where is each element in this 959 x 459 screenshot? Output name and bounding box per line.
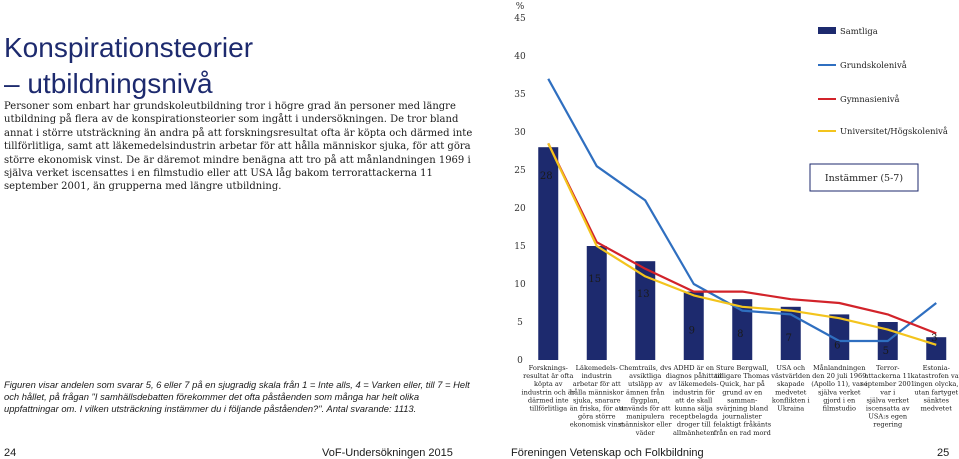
category-label: Chemtrails, dvs avsiktliga utsläpp av ämnen… bbox=[619, 364, 672, 437]
legend-label: Grundskolenivå bbox=[840, 59, 907, 70]
category-label: Estonia-katastrofen var ingen olycka, utan… bbox=[911, 364, 959, 413]
bar-value-label: 5 bbox=[883, 346, 889, 357]
bar-samtliga bbox=[780, 306, 801, 360]
page-title-line-2: – utbildningsnivå bbox=[4, 68, 213, 99]
bar-value-label: 15 bbox=[588, 274, 601, 285]
bar-samtliga bbox=[829, 314, 850, 360]
series-line-grundskoleniv- bbox=[547, 78, 937, 343]
legend-label: Universitet/Högskolenivå bbox=[840, 125, 948, 136]
page-title: Konspirationsteorier – utbildningsnivå bbox=[4, 30, 253, 102]
bar-value-label: 9 bbox=[689, 326, 695, 337]
y-tick-label: 35 bbox=[514, 90, 526, 100]
y-tick-label: 45 bbox=[514, 14, 526, 24]
series-line-gymnasieniv- bbox=[547, 142, 937, 335]
category-label: Forsknings-resultat är ofta köpta av indus… bbox=[521, 364, 575, 413]
y-tick-label: 0 bbox=[517, 356, 523, 366]
bar-samtliga bbox=[538, 147, 559, 360]
category-label: Månlandningen den 20 juli 1969 (Apollo 11)… bbox=[811, 363, 867, 413]
footer-organization: Föreningen Vetenskap och Folkbildning bbox=[511, 447, 704, 459]
category-label: Läkemedels-industrin arbetar för att hålla… bbox=[570, 364, 625, 429]
y-tick-label: 5 bbox=[517, 318, 523, 328]
bar-value-label: 7 bbox=[786, 333, 792, 344]
bar-value-label: 28 bbox=[540, 171, 553, 182]
y-tick-label: 25 bbox=[514, 166, 526, 176]
page-title-line-1: Konspirationsteorier bbox=[4, 32, 254, 63]
bar-samtliga bbox=[635, 261, 656, 360]
bar-value-label: 13 bbox=[637, 289, 650, 300]
legend-label: Samtliga bbox=[840, 26, 878, 36]
legend-swatch bbox=[818, 27, 836, 34]
category-label: Sture Bergwall, tidigare Thomas Quick, har… bbox=[713, 364, 771, 437]
category-label: USA och västvärlden skapade medvetet konflik… bbox=[770, 364, 811, 413]
footer-page-number-right: 25 bbox=[937, 447, 950, 459]
y-tick-label: 40 bbox=[514, 52, 526, 62]
bar-samtliga bbox=[586, 246, 607, 360]
bar-samtliga bbox=[683, 291, 704, 360]
bar-samtliga bbox=[732, 299, 753, 360]
bar-value-label: 6 bbox=[834, 340, 840, 351]
y-axis-unit: % bbox=[516, 2, 525, 12]
intro-text: Personer som enbart har grundskoleutbild… bbox=[4, 101, 473, 193]
legend-note: Instämmer (5-7) bbox=[825, 173, 903, 184]
y-tick-label: 20 bbox=[514, 204, 526, 214]
bar-value-label: 3 bbox=[931, 333, 937, 344]
category-label: ADHD är en diagnos påhittad av läkemedels-… bbox=[666, 364, 723, 437]
legend-label: Gymnasienivå bbox=[840, 93, 899, 104]
footer-page-number-left: 24 bbox=[4, 447, 17, 459]
y-tick-label: 30 bbox=[514, 128, 526, 138]
legend-note-box bbox=[809, 163, 919, 192]
series-line-universitet-h-gskoleniv- bbox=[547, 142, 937, 346]
bar-value-label: 8 bbox=[737, 329, 743, 340]
y-tick-label: 10 bbox=[514, 280, 526, 290]
figure-note: Figuren visar andelen som svarar 5, 6 el… bbox=[4, 379, 470, 414]
footer-publication-title: VoF-Undersökningen 2015 bbox=[322, 447, 453, 459]
y-tick-label: 15 bbox=[514, 242, 526, 252]
